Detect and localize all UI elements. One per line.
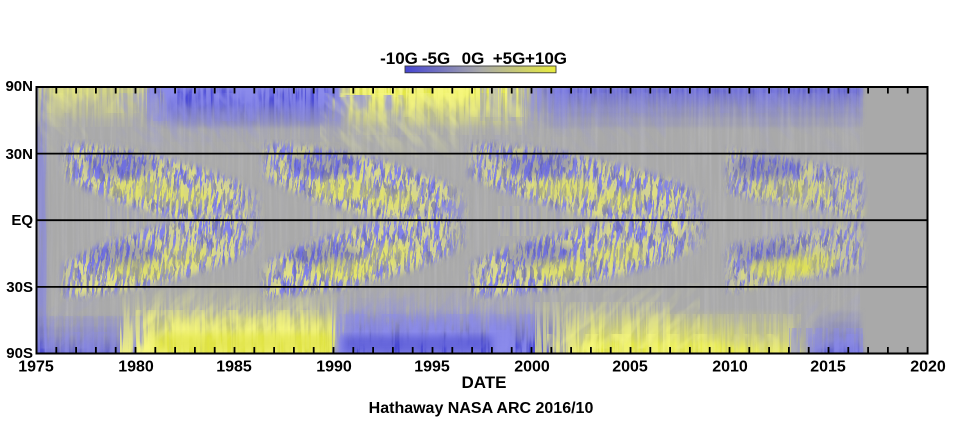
svg-text:30N: 30N [5,146,33,163]
svg-text:EQ: EQ [11,212,33,229]
svg-text:2015: 2015 [810,359,846,376]
svg-text:2005: 2005 [612,359,648,376]
svg-text:2020: 2020 [910,359,946,376]
svg-text:+5G: +5G [493,49,526,68]
svg-text:+10G: +10G [525,49,567,68]
svg-text:90S: 90S [6,345,33,362]
svg-text:90N: 90N [5,78,33,95]
svg-text:1975: 1975 [18,359,54,376]
svg-text:DATE: DATE [461,373,506,392]
svg-text:30S: 30S [6,279,33,296]
svg-text:Hathaway NASA ARC 2016/10: Hathaway NASA ARC 2016/10 [369,400,594,417]
svg-text:2010: 2010 [712,359,748,376]
svg-text:1985: 1985 [216,359,252,376]
svg-text:0G: 0G [462,49,485,68]
svg-text:1990: 1990 [316,359,352,376]
svg-text:-10G: -10G [380,49,418,68]
svg-text:1995: 1995 [414,359,450,376]
svg-text:-5G: -5G [422,49,450,68]
svg-text:1980: 1980 [118,359,154,376]
svg-text:2000: 2000 [514,359,550,376]
